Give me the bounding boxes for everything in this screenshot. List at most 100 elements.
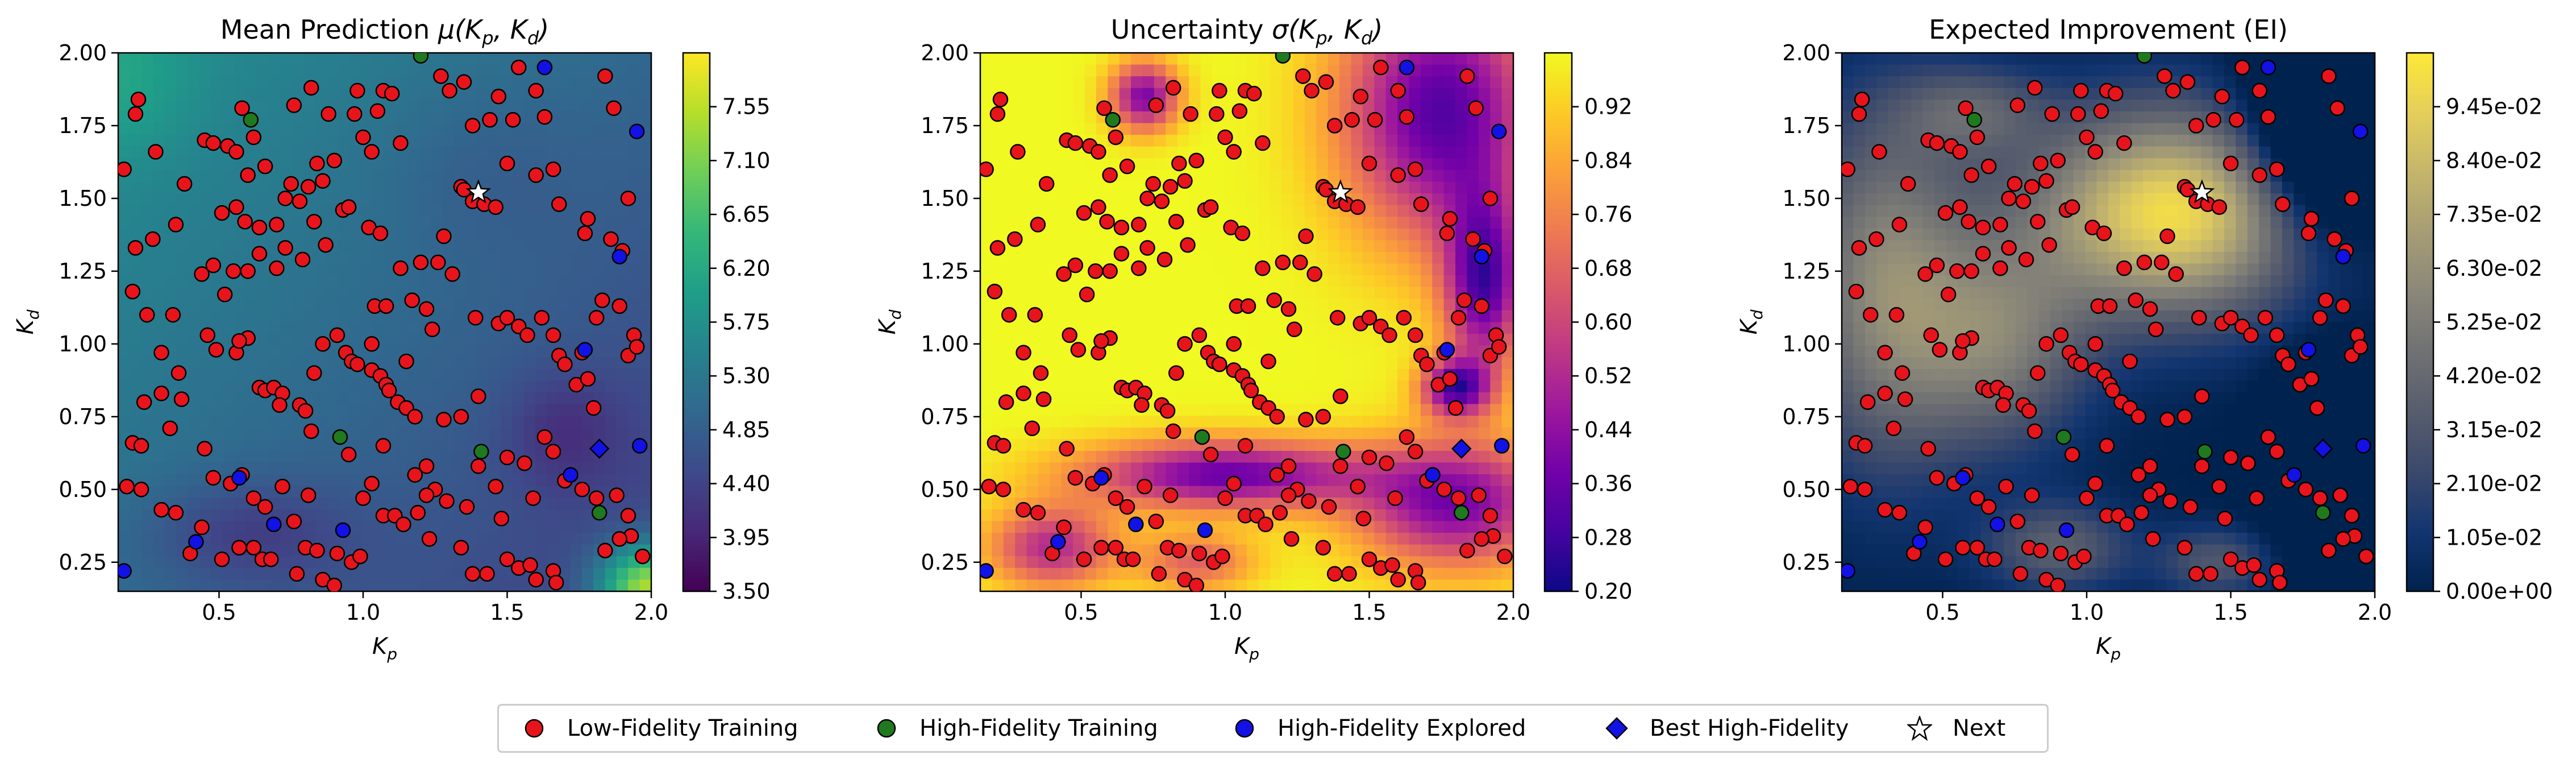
y-tick-label: 1.50 — [59, 186, 107, 211]
low-fidelity-point — [2142, 458, 2158, 474]
low-fidelity-point — [2070, 106, 2086, 122]
low-fidelity-point — [2087, 336, 2103, 352]
low-fidelity-point — [1436, 482, 1453, 497]
low-fidelity-point — [1033, 365, 1049, 381]
high-fidelity-training-point — [413, 53, 429, 64]
low-fidelity-point — [2303, 371, 2320, 387]
low-fidelity-point — [421, 531, 438, 547]
colorbar-tick-label: 0.92 — [1584, 94, 1633, 119]
low-fidelity-point — [1350, 478, 1366, 495]
colorbar-tick-label: 5.30 — [722, 363, 771, 388]
low-fidelity-point — [2217, 511, 2233, 526]
high-fidelity-training-point — [1275, 53, 1291, 64]
low-fidelity-point — [611, 531, 627, 547]
low-fidelity-point — [228, 144, 244, 160]
low-fidelity-point — [2223, 310, 2239, 326]
low-fidelity-point — [1154, 193, 1170, 209]
low-fidelity-point — [2130, 409, 2146, 425]
low-fidelity-point — [1168, 214, 1184, 230]
low-fidelity-point — [2142, 301, 2158, 317]
legend-label: Next — [1953, 715, 2006, 741]
low-fidelity-point — [286, 513, 302, 529]
low-fidelity-point — [2203, 566, 2219, 582]
low-fidelity-point — [1231, 103, 1248, 119]
y-tick-label: 0.75 — [1782, 404, 1830, 429]
high-fidelity-explored-point — [118, 563, 132, 579]
low-fidelity-point — [1234, 225, 1251, 242]
low-fidelity-point — [1877, 501, 1893, 518]
low-fidelity-point — [1165, 80, 1181, 96]
x-tick-label: 2.0 — [2358, 600, 2392, 625]
low-fidelity-point — [1119, 499, 1135, 515]
low-fidelity-point — [2358, 548, 2374, 565]
low-fidelity-point — [1010, 144, 1026, 160]
low-fidelity-point — [1226, 475, 1242, 492]
low-fidelity-point — [1162, 487, 1179, 503]
low-fidelity-point — [1859, 394, 1876, 411]
mean-prediction-panel: 0.5 1.0 1.5 2.0 0.25 0.50 0.75 1.00 1.25 1.50 1.75… — [13, 14, 771, 664]
low-fidelity-point — [2223, 449, 2239, 466]
low-fidelity-point — [1917, 266, 1933, 282]
low-fidelity-point — [1410, 574, 1426, 591]
low-fidelity-point — [444, 266, 460, 282]
low-fidelity-point — [168, 505, 184, 521]
low-fidelity-point — [1321, 499, 1337, 515]
low-fidelity-point — [1209, 106, 1225, 122]
low-fidelity-point — [987, 284, 1003, 300]
low-fidelity-point — [1390, 571, 1406, 588]
low-fidelity-point — [1877, 345, 1893, 360]
low-fidelity-point — [2116, 260, 2132, 276]
low-fidelity-point — [2073, 356, 2089, 372]
low-fidelity-point — [1894, 365, 1911, 381]
colorbar-tick-label: 6.65 — [722, 202, 771, 227]
low-fidelity-point — [1851, 240, 1867, 256]
low-fidelity-point — [2015, 193, 2032, 209]
low-fidelity-point — [995, 482, 1012, 497]
high-fidelity-explored-point — [1425, 467, 1441, 483]
low-fidelity-point — [1352, 89, 1369, 105]
low-fidelity-point — [525, 490, 541, 506]
low-fidelity-point — [173, 391, 190, 407]
y-tick-label: 0.50 — [921, 477, 969, 502]
x-tick-label: 2.0 — [1496, 600, 1530, 625]
next-point — [465, 179, 492, 204]
low-fidelity-point — [453, 409, 469, 425]
colorbar-tick-label: 0.76 — [1584, 202, 1633, 227]
low-fidelity-point — [303, 80, 319, 96]
low-fidelity-point — [2332, 487, 2348, 503]
low-fidelity-point — [459, 499, 475, 515]
legend-label: Low-Fidelity Training — [567, 715, 798, 741]
low-fidelity-point — [2001, 240, 2017, 256]
low-fidelity-point — [418, 458, 435, 474]
low-fidelity-point — [1202, 446, 1219, 463]
low-fidelity-point — [545, 443, 561, 460]
low-fidelity-point — [534, 310, 550, 326]
low-fidelity-point — [2007, 176, 2022, 192]
low-fidelity-point — [2344, 190, 2360, 206]
low-fidelity-point — [479, 566, 495, 582]
high-fidelity-explored-point — [1197, 522, 1213, 538]
low-fidelity-point — [597, 68, 613, 84]
low-fidelity-point — [1326, 118, 1343, 134]
colorbar-tick-label: 4.40 — [722, 471, 771, 496]
colorbar-tick-label: 0.20 — [1584, 579, 1633, 604]
low-fidelity-point — [2298, 482, 2314, 497]
low-fidelity-point — [2107, 85, 2124, 102]
high-fidelity-explored-point — [335, 522, 351, 538]
low-fidelity-point — [1125, 551, 1141, 567]
high-fidelity-explored-point — [1491, 123, 1507, 139]
low-fidelity-point — [1217, 129, 1233, 146]
low-fidelity-point — [309, 542, 325, 559]
high-fidelity-explored-point — [980, 563, 994, 579]
low-fidelity-point — [2101, 298, 2118, 314]
low-fidelity-point — [2177, 409, 2193, 425]
low-fidelity-point — [205, 135, 222, 151]
low-fidelity-point — [2252, 82, 2267, 99]
low-fidelity-point — [499, 449, 515, 466]
low-fidelity-point — [1986, 551, 2003, 567]
high-fidelity-explored-point — [1399, 59, 1415, 76]
low-fidelity-point — [1975, 246, 1991, 262]
legend-blue-circle-icon — [1232, 716, 1257, 741]
low-fidelity-point — [2303, 211, 2320, 227]
low-fidelity-point — [488, 199, 503, 215]
